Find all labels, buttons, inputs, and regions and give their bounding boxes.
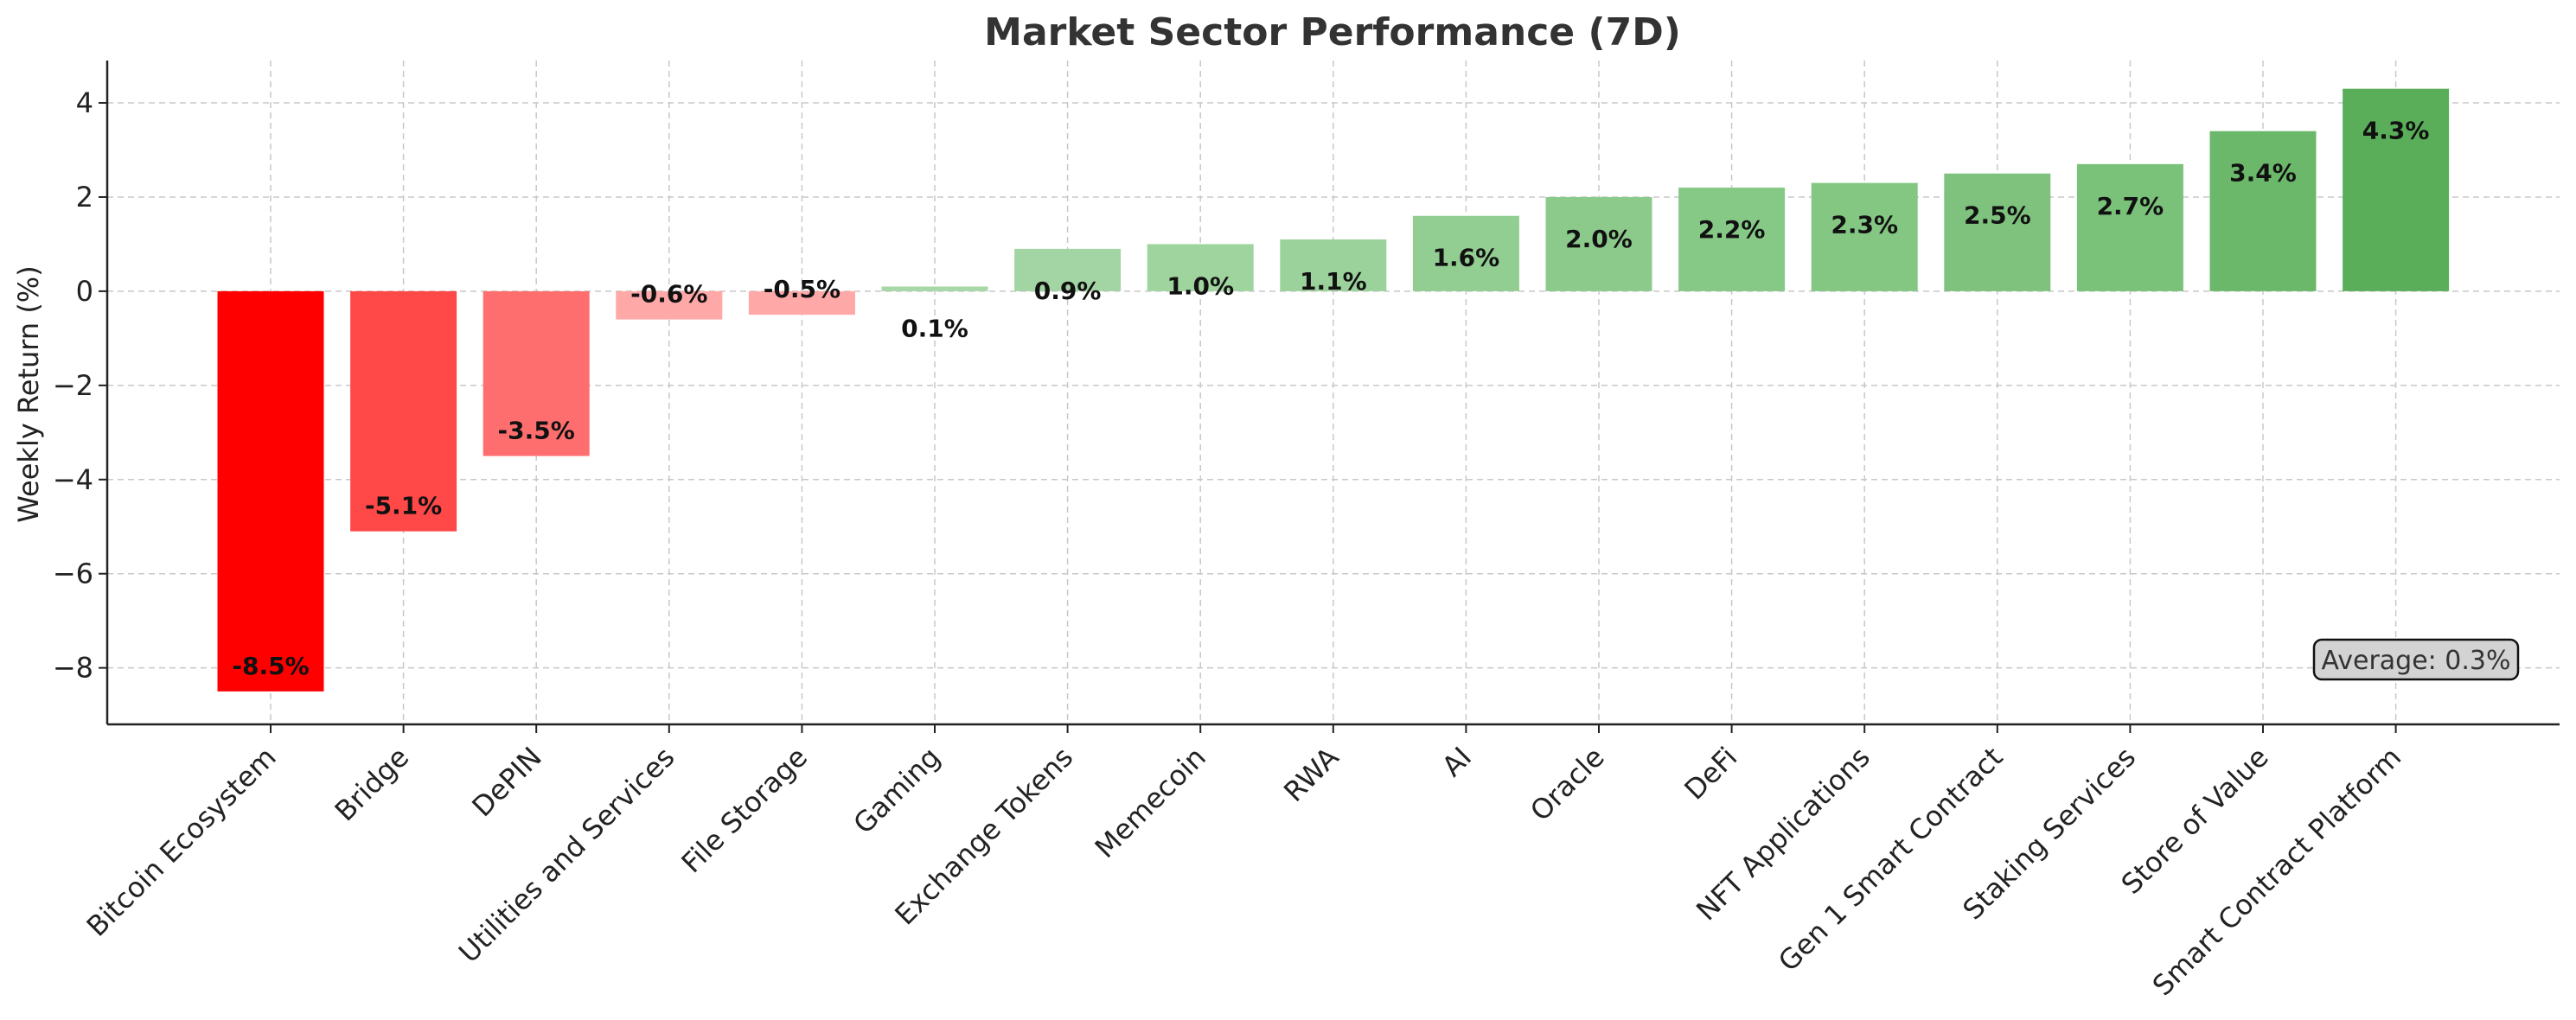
bar	[1811, 182, 1918, 291]
bar	[881, 286, 988, 291]
x-tick-label: File Storage	[675, 741, 814, 879]
value-label: -5.1%	[365, 492, 442, 520]
y-axis-label: Weekly Return (%)	[12, 265, 45, 522]
bar	[1678, 188, 1786, 291]
value-label: -0.5%	[764, 275, 841, 303]
x-tick-label: RWA	[1277, 741, 1345, 808]
x-tick-label: Oracle	[1524, 741, 1610, 827]
x-tick-label: Smart Contract Platform	[2146, 741, 2407, 1002]
value-label: -8.5%	[232, 652, 309, 680]
bar	[2076, 163, 2183, 291]
value-label: -0.6%	[630, 280, 707, 309]
y-tick-labels: −8 −6 −4 −2 0 2 4	[53, 86, 93, 685]
average-annotation-text: Average: 0.3%	[2321, 646, 2510, 676]
average-annotation: Average: 0.3%	[2312, 638, 2520, 681]
x-tick-label: Gaming	[847, 741, 946, 840]
x-tick-label: Utilities and Services	[452, 741, 681, 969]
bar	[1147, 244, 1254, 291]
x-tick-label: Gen 1 Smart Contract	[1772, 741, 2009, 978]
value-label: 1.1%	[1300, 267, 1367, 296]
x-tick-label: DeFi	[1678, 741, 1743, 806]
average-annotation-box	[2312, 638, 2520, 681]
bar	[1280, 239, 1387, 291]
value-label: 0.9%	[1034, 277, 1102, 305]
x-tick-label: DePIN	[465, 741, 547, 823]
x-tick-label: AI	[1435, 741, 1478, 783]
value-label: 3.4%	[2229, 159, 2297, 188]
axes	[99, 61, 2560, 733]
bar	[1545, 196, 1652, 291]
y-tick-label: −2	[53, 369, 93, 402]
y-tick-label: −6	[53, 558, 93, 590]
value-label: 2.0%	[1565, 225, 1633, 253]
value-label: 4.3%	[2362, 117, 2430, 145]
value-label: -3.5%	[498, 417, 575, 445]
bar	[1014, 248, 1122, 291]
y-tick-label: 4	[76, 86, 93, 119]
value-labels: -8.5% -5.1% -3.5% -0.6% -0.5% 0.1% 0.9% 1.0% 1.1…	[232, 117, 2429, 680]
grid-lines	[107, 61, 2560, 724]
value-label: 1.6%	[1433, 244, 1500, 272]
value-label: 2.5%	[1964, 201, 2031, 230]
y-tick-label: 2	[76, 181, 93, 214]
value-label: 2.3%	[1831, 211, 1898, 239]
bar	[616, 290, 723, 320]
chart-title: Market Sector Performance (7D)	[984, 10, 1681, 54]
value-label: 0.1%	[901, 314, 968, 342]
value-label: 2.7%	[2097, 192, 2164, 220]
bar	[1412, 215, 1519, 291]
bar	[748, 290, 855, 316]
bar	[483, 290, 590, 456]
bars	[217, 88, 2450, 692]
bar	[217, 290, 324, 692]
bar	[2209, 131, 2317, 291]
x-tick-label: Bridge	[329, 741, 416, 828]
bar	[350, 290, 457, 532]
value-label: 1.0%	[1167, 271, 1234, 300]
bar	[2343, 88, 2450, 291]
x-tick-label: Memecoin	[1089, 741, 1212, 864]
y-tick-label: 0	[76, 275, 93, 308]
value-label: 2.2%	[1698, 215, 1766, 244]
y-tick-label: −8	[53, 652, 93, 685]
y-tick-label: −4	[53, 463, 93, 496]
x-tick-label: Bitcoin Ecosystem	[80, 741, 283, 943]
bar	[1944, 173, 2051, 291]
